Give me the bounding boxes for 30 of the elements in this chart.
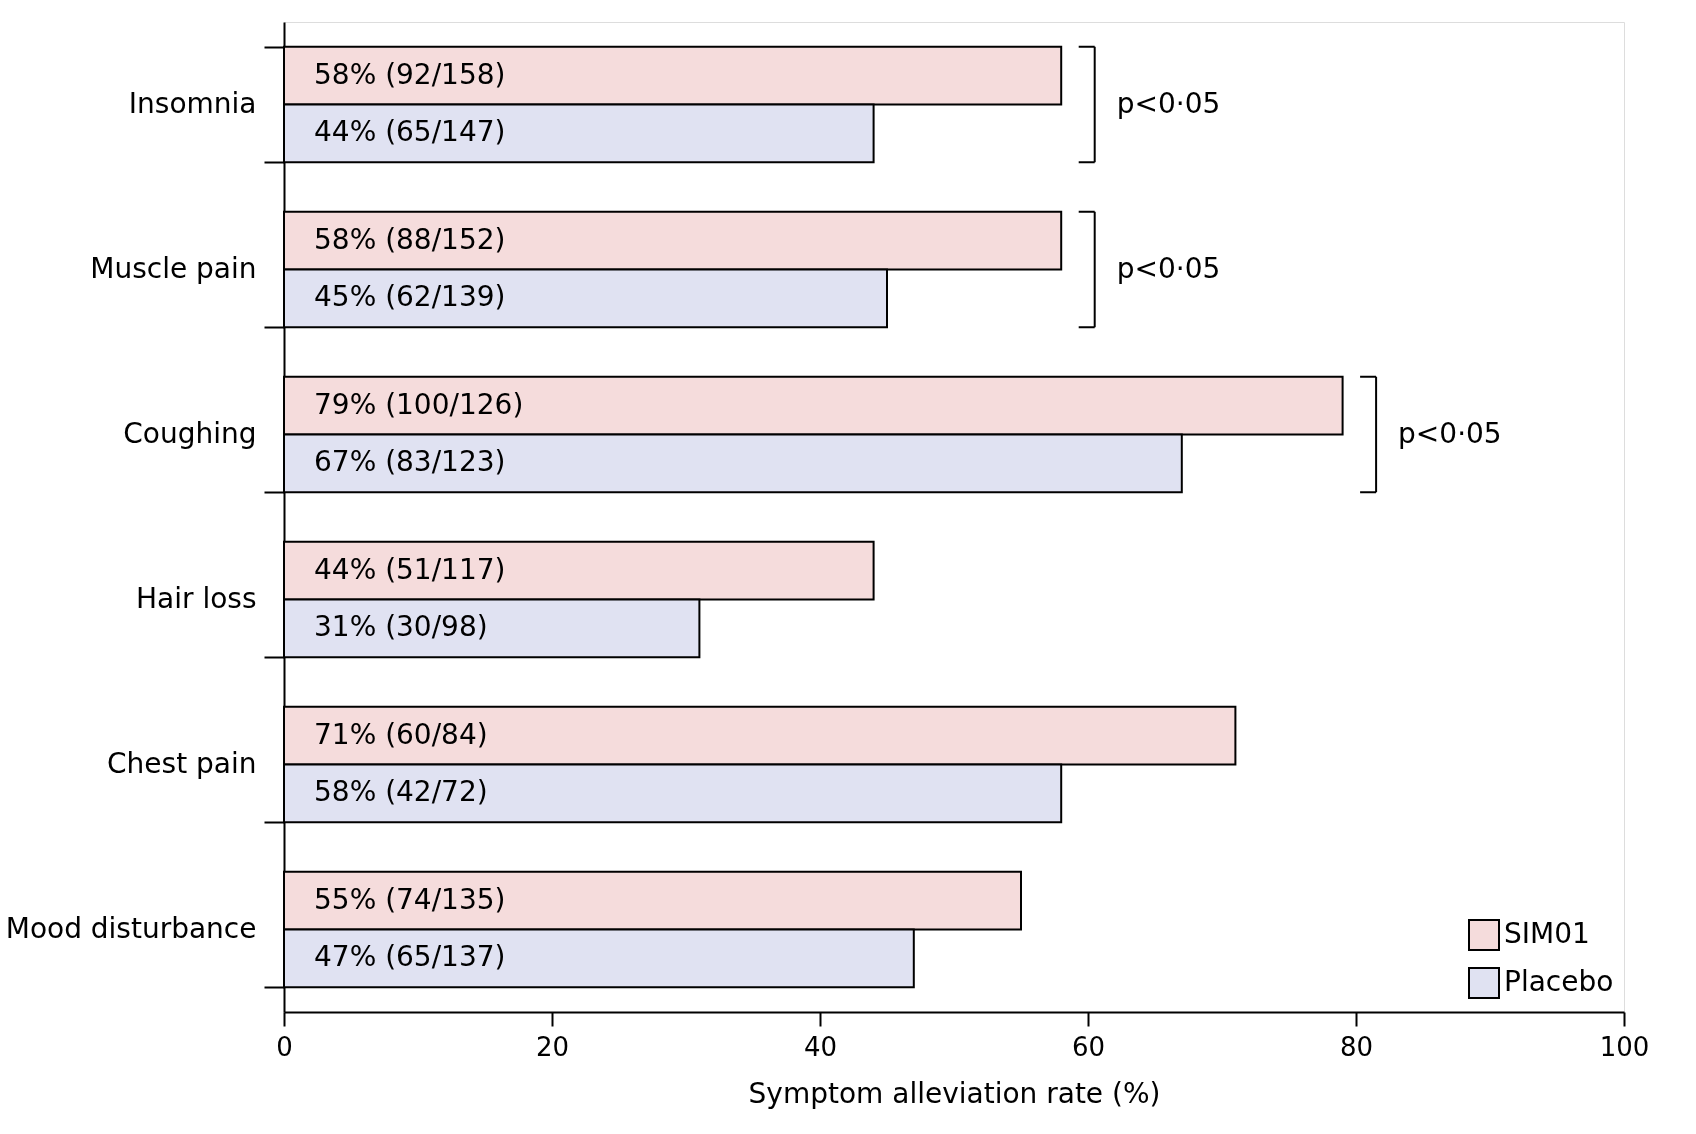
y-tick-label: Insomnia bbox=[128, 87, 257, 120]
x-axis-title: Symptom alleviation rate (%) bbox=[748, 1076, 1161, 1110]
x-tick-label: 60 bbox=[1071, 1031, 1106, 1062]
data-label: 44% (51/117) bbox=[314, 552, 506, 586]
annotation: p<0·05 bbox=[1398, 416, 1502, 450]
data-label: 58% (42/72) bbox=[314, 775, 488, 809]
x-tick-label: 40 bbox=[803, 1031, 838, 1062]
data-label: 47% (65/137) bbox=[314, 940, 506, 974]
data-label: 45% (62/139) bbox=[314, 280, 506, 314]
y-tick-label: Coughing bbox=[123, 417, 257, 450]
annotation: p<0·05 bbox=[1116, 86, 1221, 120]
x-tick-label: 20 bbox=[535, 1031, 570, 1062]
x-tick-label: 100 bbox=[1599, 1031, 1650, 1062]
data-label: 31% (30/98) bbox=[314, 610, 488, 644]
data-label: 58% (92/158) bbox=[314, 57, 506, 91]
annotation: p<0·05 bbox=[1116, 251, 1221, 285]
y-tick-label: Mood disturbance bbox=[5, 912, 257, 945]
y-tick-label: Hair loss bbox=[136, 582, 257, 615]
data-label: 67% (83/123) bbox=[314, 445, 506, 479]
y-tick-label: Muscle pain bbox=[90, 252, 257, 285]
legend-label: Placebo bbox=[1504, 965, 1614, 998]
y-tick-label: Chest pain bbox=[107, 747, 257, 780]
x-tick-label: 80 bbox=[1339, 1031, 1374, 1062]
data-label: 79% (100/126) bbox=[314, 387, 524, 421]
legend-label: SIM01 bbox=[1504, 917, 1590, 950]
data-label: 44% (65/147) bbox=[314, 115, 506, 149]
data-label: 55% (74/135) bbox=[314, 882, 506, 916]
data-label: 58% (88/152) bbox=[314, 222, 506, 256]
data-label: 71% (60/84) bbox=[314, 717, 488, 751]
x-tick-label: 0 bbox=[276, 1031, 293, 1062]
